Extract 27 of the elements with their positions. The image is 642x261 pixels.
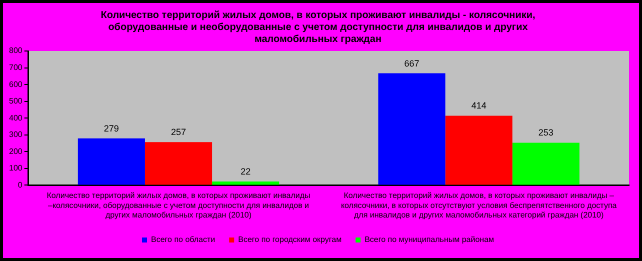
x-tick-label: Количество территорий жилых домов, в которых проживают инвалиды –колясочники, оборудованные с учетом доступности для инвалидов и других маломобильных граждан (2010) bbox=[46, 191, 311, 220]
bar bbox=[378, 73, 446, 185]
legend-label: Всего по области bbox=[150, 235, 216, 244]
data-label: 414 bbox=[471, 100, 486, 111]
data-label: 667 bbox=[404, 58, 420, 68]
y-tick-label: 0 bbox=[18, 180, 23, 190]
bar bbox=[212, 182, 280, 185]
chart-title: Количество территорий жилых домов, в которых проживают инвалиды - колясочники, оборудованные и необорудованные с учетом доступности для инвалидов и других маломобильных граждан bbox=[100, 10, 536, 45]
bar bbox=[78, 138, 145, 185]
bar bbox=[144, 142, 212, 185]
y-tick-label: 400 bbox=[8, 113, 23, 122]
y-tick-label: 300 bbox=[8, 130, 23, 140]
y-tick-label: 700 bbox=[8, 62, 23, 72]
bar bbox=[512, 142, 580, 185]
legend-label: Всего по городским округам bbox=[238, 235, 342, 244]
y-tick-label: 200 bbox=[8, 146, 23, 156]
y-tick-label: 100 bbox=[8, 164, 23, 173]
x-tick-label: Количество территорий жилых домов, в которых проживают инвалиды – колясочники, в которых отсутствуют условия беспрепятственного доступа для инвалидов и других маломобильных категорий граждан (2010) bbox=[340, 191, 618, 220]
data-label: 257 bbox=[170, 127, 186, 138]
y-tick-label: 800 bbox=[8, 46, 23, 56]
data-label: 279 bbox=[104, 123, 119, 134]
bar bbox=[445, 116, 512, 185]
y-tick-label: 500 bbox=[8, 96, 23, 106]
data-label: 22 bbox=[240, 166, 251, 176]
data-label: 253 bbox=[538, 128, 554, 138]
y-tick-label: 600 bbox=[8, 80, 23, 89]
legend-label: Всего по муниципальным районам bbox=[364, 235, 494, 244]
